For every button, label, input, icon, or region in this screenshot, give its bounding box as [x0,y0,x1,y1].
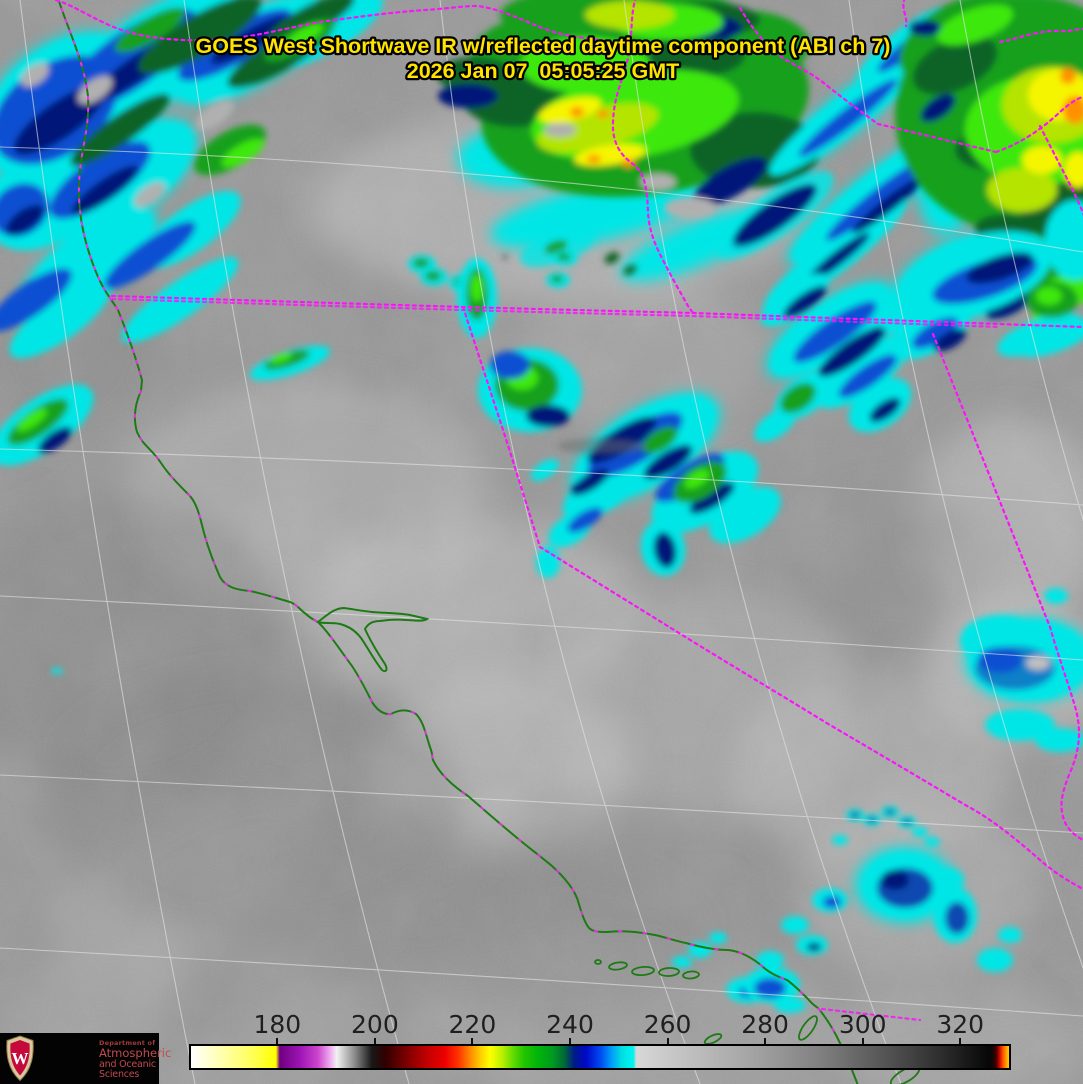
cloud-layer-cold-tops [0,0,1083,1013]
colorbar-tick-label: 260 [643,1010,692,1039]
colorbar-tick [959,1038,962,1044]
uw-aos-logo: W Department of Atmospheric and Oceanic … [0,1033,171,1084]
border-or-id-river [611,0,695,315]
colorbar-tick-label: 320 [936,1010,985,1039]
border-ca-nv [461,305,1083,891]
terrain-shadows [502,254,647,454]
colorbar-tick [569,1038,571,1044]
colorbar-tick-label: 280 [741,1010,789,1039]
colorbar-tick [373,1038,376,1044]
colorbar-tick-label: 180 [253,1010,302,1039]
logo-dept-label: Department of [99,1039,156,1047]
colorbar-gradient [189,1044,1011,1070]
border-wa-or [54,0,614,44]
colorbar-tick [471,1038,474,1044]
colorbar-tick [861,1038,864,1044]
logo-line2: and Oceanic Sciences [99,1059,156,1081]
colorbar-tick-label: 240 [546,1010,594,1039]
colorbar-tick [666,1038,669,1044]
coastal-border-dots [57,0,853,1071]
colorbar-tick [276,1038,279,1044]
border-42n [110,294,1083,329]
border-us-mexico [820,1007,922,1022]
crest-monogram: W [12,1049,29,1068]
colorbar-tick [764,1038,767,1044]
colorbar-tick-label: 300 [838,1010,887,1039]
logo-line1: Atmospheric [99,1045,172,1060]
image-timestamp: 2026 Jan 07 05:05:25 GMT [407,59,680,83]
colorbar-tick-label: 220 [448,1010,497,1039]
state-borders [54,0,1083,1022]
image-title: GOES West Shortwave IR w/reflected dayti… [196,34,891,58]
border-nv-ut [931,332,1083,842]
colorbar-tick-label: 200 [351,1010,399,1039]
uw-crest-icon: W [6,1035,34,1082]
